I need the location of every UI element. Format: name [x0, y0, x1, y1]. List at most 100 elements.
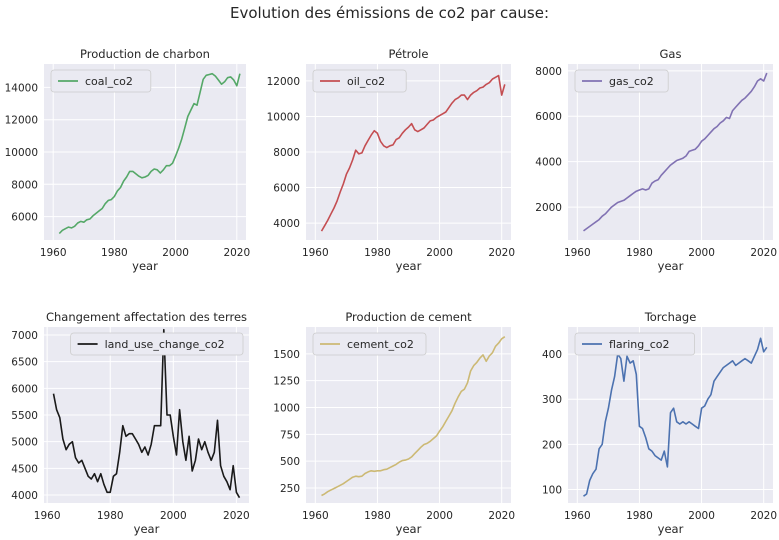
legend-box [574, 332, 695, 356]
x-tick-label: 1960 [302, 510, 329, 522]
x-tick-label: 1980 [364, 510, 391, 522]
legend: gas_co2 [574, 69, 669, 93]
subplot-4: 1960 1980 2000 2020 4000 4500 5000 5500 6000 6500… [11, 310, 249, 536]
y-tick-label: 6000 [11, 212, 38, 224]
subplot-title: Torchage [644, 310, 697, 324]
y-tick-label: 8000 [11, 179, 38, 191]
legend-box [312, 69, 407, 93]
x-tick-label: 2000 [426, 247, 453, 259]
y-tick-label: 500 [280, 456, 300, 468]
y-tick-label: 400 [542, 349, 562, 361]
legend-box [312, 332, 427, 356]
y-tick-label: 1250 [273, 376, 300, 388]
legend-label: flaring_co2 [609, 338, 669, 351]
x-axis-label: year [658, 522, 684, 536]
legend: land_use_change_co2 [70, 332, 244, 356]
plot-background [568, 64, 773, 240]
subplot-title: Gas [660, 47, 682, 61]
x-tick-label: 2020 [750, 510, 777, 522]
figure-title: Evolution des émissions de co2 par cause… [229, 4, 550, 22]
y-tick-label: 10000 [5, 147, 38, 159]
y-tick-label: 10000 [267, 111, 300, 123]
y-tick-label: 1500 [273, 349, 300, 361]
subplot-2: 1960 1980 2000 2020 4000 6000 8000 10000 12000 Pé… [267, 47, 515, 273]
y-tick-label: 7000 [11, 330, 38, 342]
y-tick-label: 5500 [11, 410, 38, 422]
y-tick-label: 8000 [535, 66, 562, 78]
x-tick-label: 1980 [101, 247, 128, 259]
plot-background [306, 327, 511, 503]
x-tick-label: 2000 [162, 247, 189, 259]
subplot-1: 1960 1980 2000 2020 6000 8000 10000 12000 14000 P… [5, 47, 251, 273]
y-tick-label: 2000 [535, 202, 562, 214]
x-tick-label: 1960 [40, 247, 67, 259]
y-tick-label: 5000 [11, 437, 38, 449]
x-tick-label: 1980 [364, 247, 391, 259]
series-line [583, 337, 768, 497]
x-tick-label: 1980 [626, 247, 653, 259]
x-tick-label: 2020 [750, 247, 777, 259]
y-tick-label: 6000 [273, 183, 300, 195]
series-line [52, 328, 241, 499]
x-tick-label: 1960 [564, 247, 591, 259]
y-tick-label: 200 [542, 439, 562, 451]
legend-label: cement_co2 [347, 338, 414, 351]
y-tick-label: 4500 [11, 463, 38, 475]
series-line [58, 72, 241, 235]
x-tick-label: 2020 [488, 510, 515, 522]
y-tick-label: 250 [280, 483, 300, 495]
subplot-6: 1960 1980 2000 2020 100 200 300 400 Torchage year… [542, 310, 777, 536]
subplot-title: Production de charbon [80, 47, 210, 61]
subplot-5: 1960 1980 2000 2020 250 500 750 1000 1250 1500 Pro… [273, 310, 515, 536]
legend-box [574, 69, 669, 93]
subplot-title: Pétrole [389, 47, 429, 61]
legend: coal_co2 [50, 69, 152, 93]
y-tick-label: 4000 [11, 490, 38, 502]
x-tick-label: 1960 [564, 510, 591, 522]
subplot-3: 1960 1980 2000 2020 2000 4000 6000 8000 Gas year g… [535, 47, 777, 273]
x-tick-label: 2000 [688, 247, 715, 259]
y-tick-label: 8000 [273, 147, 300, 159]
legend: oil_co2 [312, 69, 407, 93]
x-tick-label: 2020 [488, 247, 515, 259]
legend-box [70, 332, 244, 356]
y-tick-label: 12000 [267, 76, 300, 88]
legend-box [50, 69, 152, 93]
legend: flaring_co2 [574, 332, 695, 356]
y-tick-label: 4000 [273, 218, 300, 230]
legend: cement_co2 [312, 332, 427, 356]
x-tick-label: 1980 [97, 510, 124, 522]
y-tick-label: 4000 [535, 157, 562, 169]
y-tick-label: 100 [542, 484, 562, 496]
legend-label: coal_co2 [85, 75, 133, 88]
subplot-title: Changement affectation des terres [46, 310, 247, 324]
x-axis-label: year [396, 522, 422, 536]
y-tick-label: 6000 [535, 111, 562, 123]
x-tick-label: 1960 [34, 510, 61, 522]
x-tick-label: 1960 [302, 247, 329, 259]
subplot-title: Production de cement [345, 310, 472, 324]
x-tick-label: 2020 [223, 247, 250, 259]
x-tick-label: 2000 [160, 510, 187, 522]
y-tick-label: 750 [280, 429, 300, 441]
y-tick-label: 6000 [11, 383, 38, 395]
legend-label: oil_co2 [347, 75, 385, 88]
x-tick-label: 2020 [223, 510, 250, 522]
y-tick-label: 14000 [5, 82, 38, 94]
x-axis-label: year [658, 259, 684, 273]
y-tick-label: 1000 [273, 402, 300, 414]
series-line [320, 74, 506, 232]
series-line [583, 72, 768, 232]
x-axis-label: year [396, 259, 422, 273]
x-tick-label: 2000 [688, 510, 715, 522]
x-tick-label: 2000 [426, 510, 453, 522]
y-tick-label: 6500 [11, 357, 38, 369]
series-line [321, 336, 506, 497]
x-tick-label: 1980 [626, 510, 653, 522]
y-tick-label: 12000 [5, 115, 38, 127]
x-axis-label: year [134, 522, 160, 536]
legend-label: land_use_change_co2 [105, 338, 225, 351]
legend-label: gas_co2 [609, 75, 654, 88]
y-tick-label: 300 [542, 394, 562, 406]
